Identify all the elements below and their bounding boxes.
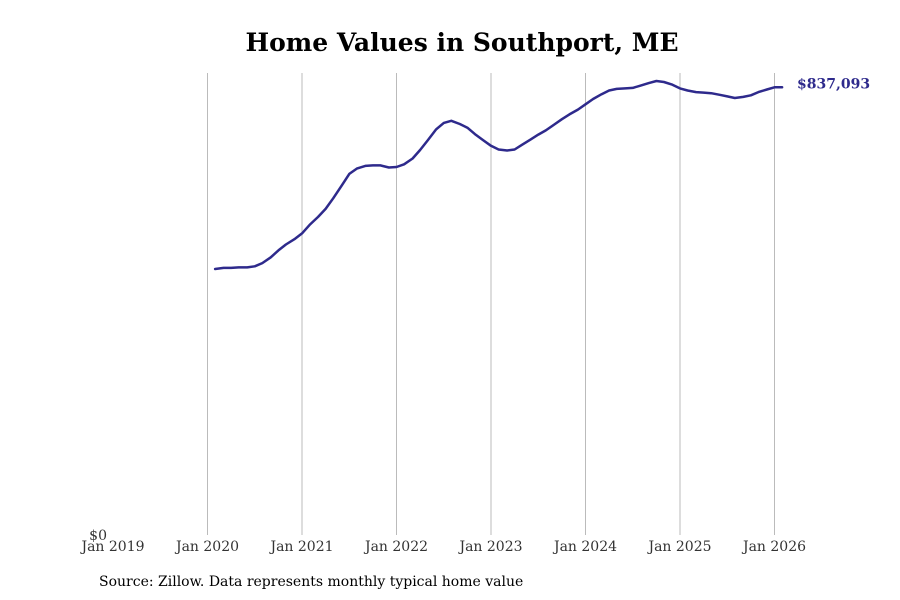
gridlines bbox=[207, 73, 775, 535]
y-tick-label: $0 bbox=[89, 528, 107, 544]
end-value-label: $837,093 bbox=[797, 76, 870, 92]
x-tick-label: Jan 2021 bbox=[268, 539, 333, 555]
y-axis-ticks: $0 bbox=[89, 528, 107, 544]
x-axis-ticks: Jan 2019 Jan 2020 Jan 2021 Jan 2022 Jan 2023… bbox=[79, 539, 806, 555]
x-tick-label: Jan 2024 bbox=[552, 539, 617, 555]
x-tick-label: Jan 2020 bbox=[174, 539, 239, 555]
x-tick-label: Jan 2023 bbox=[457, 539, 522, 555]
x-tick-label: Jan 2026 bbox=[741, 539, 806, 555]
series-line-0 bbox=[213, 79, 784, 271]
x-tick-label: Jan 2019 bbox=[79, 539, 144, 555]
source-note: Source: Zillow. Data represents monthly … bbox=[99, 574, 524, 590]
x-tick-label: Jan 2025 bbox=[646, 539, 711, 555]
series-lines bbox=[213, 79, 784, 271]
chart-title: Home Values in Southport, ME bbox=[245, 28, 679, 57]
x-tick-label: Jan 2022 bbox=[363, 539, 428, 555]
